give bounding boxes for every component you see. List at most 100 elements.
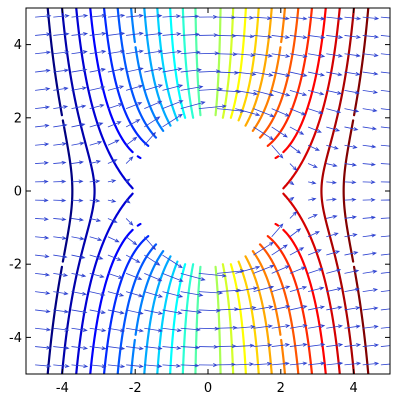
quiver-arrow-187 (53, 160, 67, 165)
quiver-arrow-337 (198, 14, 218, 19)
quiver-arrow-49 (198, 326, 220, 331)
quiver-arrow-314 (144, 31, 163, 36)
quiver-arrow-178 (107, 179, 117, 183)
quiver-arrow-139 (89, 236, 103, 241)
quiver-arrow-305 (344, 53, 361, 58)
contour-line-0 (46, 8, 74, 374)
quiver-arrow-137 (53, 236, 67, 240)
quiver-arrow-128 (253, 241, 274, 256)
quiver-arrow-0 (35, 363, 52, 368)
quiver-arrow-89 (198, 290, 224, 295)
quiver-arrow-209 (344, 144, 358, 149)
quiver-arrow-67 (162, 309, 183, 315)
contour-line-23 (320, 8, 356, 374)
quiver-arrow-133 (344, 251, 359, 256)
quiver-arrow-108 (180, 272, 206, 281)
quiver-arrow-113 (271, 265, 290, 274)
contour-line-18 (251, 8, 287, 374)
quiver-arrow-249 (53, 86, 69, 91)
quiver-arrow-233 (125, 102, 143, 110)
quiver-arrow-221 (271, 126, 288, 138)
quiver-arrow-130 (289, 247, 305, 256)
quiver-arrow-244 (326, 108, 342, 114)
quiver-arrow-149 (380, 235, 390, 238)
quiver-arrow-143 (271, 223, 284, 238)
quiver-arrow-296 (180, 50, 201, 55)
quiver-arrow-190 (107, 159, 118, 164)
quiver-arrow-239 (235, 108, 261, 117)
quiver-arrow-110 (217, 269, 246, 274)
quiver-arrow-210 (362, 144, 377, 149)
quiver-arrow-199 (53, 142, 67, 146)
quiver-arrow-32 (253, 343, 273, 348)
quiver-arrow-4 (107, 364, 126, 369)
quiver-arrow-118 (362, 269, 378, 274)
quiver-arrow-345 (344, 16, 362, 21)
x-tick-label-0: -4 (56, 381, 69, 396)
quiver-arrow-99 (380, 290, 390, 293)
quiver-arrow-259 (235, 89, 259, 96)
contour-line-7 (143, 8, 172, 374)
quiver-arrow-173 (380, 198, 390, 202)
quiver-arrow-31 (235, 343, 255, 348)
quiver-arrow-196 (362, 162, 376, 167)
quiver-arrow-119 (380, 271, 390, 274)
contour-line-8 (156, 8, 179, 374)
quiver-arrow-29 (198, 344, 219, 349)
quiver-arrow-48 (180, 327, 201, 332)
quiver-arrow-101 (53, 272, 69, 277)
quiver-arrow-226 (362, 126, 377, 131)
quiver-arrow-45 (126, 327, 144, 333)
quiver-arrow-201 (89, 141, 103, 146)
quiver-arrow-282 (289, 71, 308, 77)
quiver-arrow-144 (289, 228, 302, 238)
quiver-arrow-44 (107, 327, 126, 333)
quiver-arrow-275 (162, 67, 183, 73)
quiver-arrow-274 (144, 67, 164, 73)
quiver-arrow-241 (271, 108, 290, 117)
quiver-arrow-112 (253, 264, 275, 274)
y-tick-label-3: 2 (14, 111, 22, 126)
quiver-arrow-298 (217, 52, 238, 57)
quiver-arrow-75 (308, 305, 325, 311)
quiver-arrow-14 (289, 361, 308, 366)
quiver-arrow-97 (344, 287, 360, 293)
quiver-arrow-253 (125, 84, 144, 91)
quiver-arrow-273 (126, 67, 144, 73)
quiver-arrow-330 (71, 13, 89, 18)
quiver-arrow-300 (253, 53, 273, 58)
quiver-arrow-168 (289, 196, 295, 202)
quiver-arrow-331 (89, 13, 107, 18)
quiver-arrow-264 (326, 89, 343, 95)
quiver-arrow-181 (308, 180, 317, 185)
quiver-arrow-140 (107, 236, 120, 243)
quiver-arrow-73 (271, 305, 291, 311)
quiver-arrow-246 (362, 108, 378, 113)
y-tick-label-0: -4 (9, 331, 22, 346)
quiver-arrow-82 (71, 291, 87, 296)
quiver-arrow-121 (53, 254, 68, 259)
quiver-arrow-284 (326, 71, 343, 77)
quiver-arrow-57 (344, 324, 361, 329)
y-tick-label-2: 0 (14, 185, 22, 200)
contour-line-22 (282, 8, 341, 374)
quiver-arrow-124 (107, 254, 122, 261)
quiver-arrow-95 (307, 286, 325, 293)
quiver-arrow-214 (71, 123, 86, 128)
quiver-arrow-85 (125, 291, 144, 298)
quiver-arrow-347 (380, 16, 390, 19)
quiver-arrow-68 (180, 309, 202, 314)
quiver-arrow-335 (162, 14, 182, 19)
quiver-arrow-220 (253, 126, 274, 141)
quiver-arrow-2 (71, 364, 89, 369)
quiver-arrow-46 (144, 327, 163, 333)
quiver-arrow-55 (308, 324, 326, 329)
quiver-arrow-260 (253, 89, 275, 97)
quiver-arrow-247 (380, 108, 390, 111)
quiver-arrow-111 (235, 265, 261, 274)
quiver-arrow-251 (89, 85, 106, 91)
quiver-arrow-184 (362, 180, 376, 185)
quiver-arrow-148 (362, 233, 377, 238)
quiver-arrow-50 (217, 325, 238, 330)
quiver-arrow-262 (289, 89, 308, 96)
